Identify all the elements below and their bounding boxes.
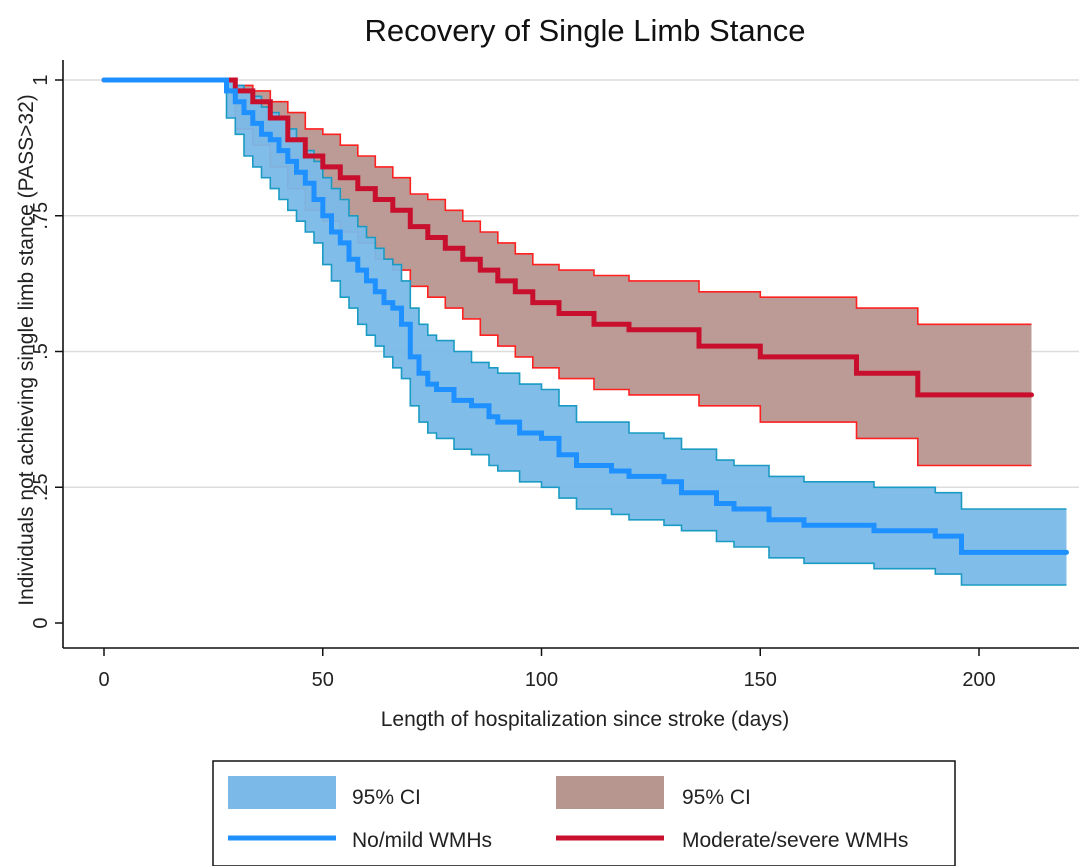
legend-label: 95% CI [352,786,421,809]
x-tick-label: 150 [744,669,777,691]
axes [62,60,1079,649]
legend: 95% CI 95% CI No/mild WMHs Moderate/severe … [212,760,956,866]
x-tick-label: 100 [525,669,558,691]
x-tick-label: 50 [312,669,334,691]
y-axis-ticks: 0 .25 .5 .75 1 [30,74,63,629]
ci-lower-edge [104,79,1067,586]
legend-label: Moderate/severe WMHs [682,829,908,852]
x-tick-label: 0 [98,669,109,691]
ci-upper-edge [104,79,1032,326]
y-tick-label: .75 [30,202,52,230]
y-axis-title: Individuals not achieving single limb st… [15,94,38,605]
curve-moderate-severe-wmhs [101,77,1034,398]
ci-band-moderate-severe [104,80,1032,466]
x-axis-title: Length of hospitalization since stroke (… [381,708,790,731]
legend-swatch-band [228,776,336,809]
curve-no-mild-wmhs [101,77,1069,555]
legend-label: No/mild WMHs [352,829,492,852]
y-tick-label: .25 [30,473,52,501]
legend-label: 95% CI [682,786,751,809]
ci-band-no-mild [104,80,1067,585]
y-tick-label: 0 [30,617,52,628]
legend-swatch-band [556,776,664,809]
y-tick-label: .5 [30,343,52,360]
chart-title: Recovery of Single Limb Stance [364,13,805,48]
confidence-bands [104,79,1067,586]
x-tick-label: 200 [962,669,995,691]
x-axis-ticks: 0 50 100 150 200 [98,648,996,691]
survival-curves [101,77,1069,555]
y-tick-label: 1 [30,74,52,85]
